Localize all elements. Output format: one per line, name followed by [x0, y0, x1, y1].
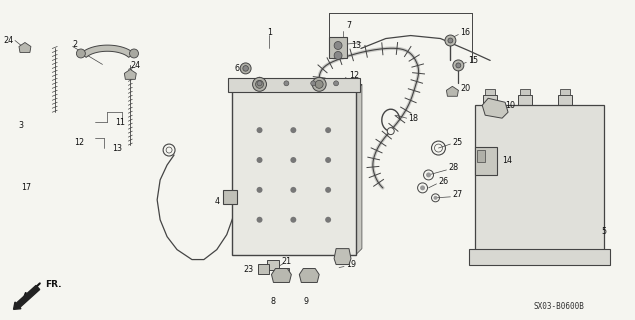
Text: 12: 12 — [74, 138, 84, 147]
Circle shape — [334, 42, 342, 50]
Circle shape — [312, 77, 326, 91]
Circle shape — [426, 172, 431, 177]
Polygon shape — [446, 86, 458, 96]
Text: 26: 26 — [439, 177, 448, 187]
Text: 13: 13 — [112, 144, 123, 153]
Circle shape — [253, 77, 267, 91]
Circle shape — [434, 196, 438, 200]
FancyArrow shape — [13, 285, 40, 309]
Text: 9: 9 — [304, 297, 309, 306]
Text: 2: 2 — [72, 40, 77, 49]
Text: 5: 5 — [601, 227, 606, 236]
Bar — [478, 150, 485, 162]
Text: 28: 28 — [448, 164, 458, 172]
Circle shape — [387, 128, 394, 135]
Bar — [232, 90, 356, 255]
Circle shape — [257, 187, 262, 193]
Bar — [559, 89, 570, 95]
Text: 15: 15 — [468, 56, 478, 65]
Bar — [520, 89, 530, 95]
Polygon shape — [232, 84, 362, 90]
Text: 22: 22 — [279, 271, 290, 280]
Circle shape — [420, 185, 425, 190]
Bar — [558, 95, 572, 105]
Text: 17: 17 — [21, 183, 31, 192]
Circle shape — [76, 49, 85, 58]
Text: 27: 27 — [452, 190, 463, 199]
Text: 12: 12 — [349, 71, 359, 80]
Text: 3: 3 — [18, 121, 23, 130]
Text: 24: 24 — [3, 36, 13, 45]
Circle shape — [325, 157, 331, 163]
Text: 24: 24 — [130, 61, 140, 70]
Bar — [483, 95, 497, 105]
Circle shape — [290, 187, 297, 193]
Bar — [258, 264, 269, 274]
Circle shape — [325, 127, 331, 133]
Circle shape — [325, 217, 331, 223]
Text: 18: 18 — [409, 114, 418, 123]
Text: 8: 8 — [271, 297, 276, 306]
Polygon shape — [81, 45, 134, 57]
Text: 4: 4 — [215, 197, 220, 206]
Circle shape — [290, 217, 297, 223]
Circle shape — [315, 80, 323, 88]
Text: 21: 21 — [281, 257, 291, 266]
Circle shape — [456, 63, 461, 68]
Bar — [267, 260, 279, 269]
Text: 19: 19 — [346, 260, 356, 269]
Circle shape — [240, 63, 251, 74]
Text: 10: 10 — [505, 101, 515, 110]
Circle shape — [311, 81, 316, 86]
Bar — [475, 105, 605, 252]
Circle shape — [445, 35, 456, 46]
Circle shape — [290, 157, 297, 163]
Text: FR.: FR. — [45, 280, 62, 289]
Polygon shape — [272, 268, 291, 283]
Bar — [475, 147, 497, 175]
Bar — [329, 36, 347, 59]
Text: 25: 25 — [452, 138, 463, 147]
Text: 20: 20 — [460, 84, 471, 93]
Circle shape — [448, 38, 453, 43]
Polygon shape — [124, 69, 137, 79]
Circle shape — [257, 217, 262, 223]
Circle shape — [243, 66, 248, 71]
Text: 14: 14 — [502, 156, 512, 164]
Circle shape — [257, 127, 262, 133]
Text: 16: 16 — [460, 28, 471, 37]
Bar — [277, 268, 290, 277]
Bar — [469, 249, 610, 265]
Text: 1: 1 — [267, 28, 272, 37]
Bar — [485, 89, 495, 95]
Circle shape — [284, 81, 289, 86]
Text: 6: 6 — [235, 64, 239, 73]
Bar — [228, 78, 360, 92]
Circle shape — [255, 80, 264, 88]
Circle shape — [290, 127, 297, 133]
Polygon shape — [356, 84, 362, 255]
Text: 23: 23 — [243, 265, 253, 274]
Circle shape — [334, 52, 342, 60]
Text: 7: 7 — [346, 21, 351, 30]
Polygon shape — [299, 268, 319, 283]
Circle shape — [325, 187, 331, 193]
Polygon shape — [334, 249, 351, 265]
Polygon shape — [19, 43, 31, 52]
Bar — [518, 95, 532, 105]
Circle shape — [257, 81, 262, 86]
Polygon shape — [482, 98, 508, 118]
Bar — [223, 190, 237, 204]
Circle shape — [257, 157, 262, 163]
Text: 13: 13 — [351, 41, 361, 50]
Circle shape — [333, 81, 338, 86]
Circle shape — [453, 60, 464, 71]
Text: SX03-B0600B: SX03-B0600B — [534, 302, 585, 311]
Text: 11: 11 — [116, 118, 125, 127]
Circle shape — [130, 49, 138, 58]
